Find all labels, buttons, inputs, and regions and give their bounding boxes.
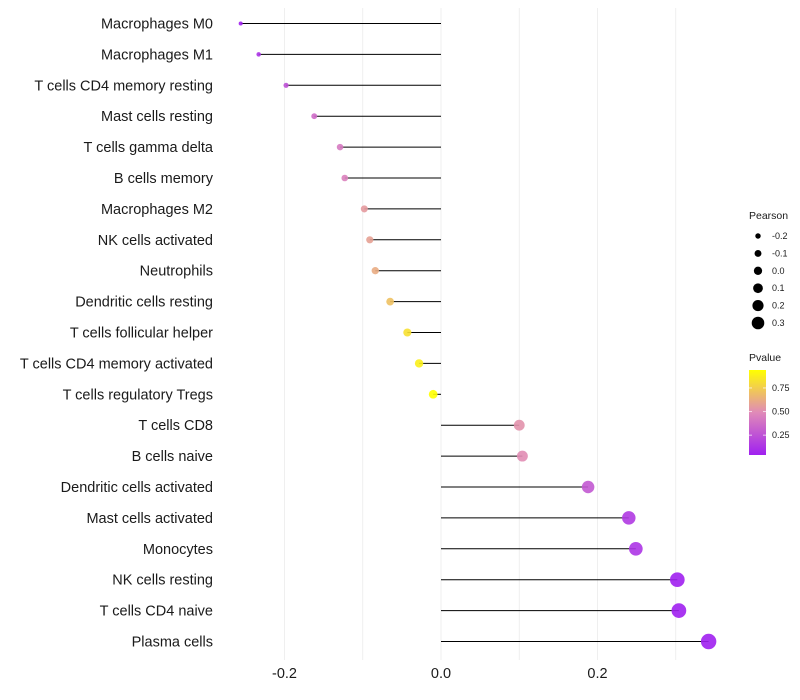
- y-axis-label: Macrophages M2: [101, 202, 213, 218]
- lollipop-point: [283, 82, 289, 88]
- lollipop-point: [371, 267, 379, 275]
- lollipop-point: [622, 511, 636, 525]
- lollipop-point: [256, 52, 261, 57]
- lollipop-point: [629, 541, 643, 556]
- lollipop-point: [366, 236, 374, 244]
- y-axis-label: Dendritic cells resting: [75, 295, 213, 311]
- y-axis-label: NK cells activated: [98, 233, 213, 249]
- lollipop-points: [238, 21, 717, 650]
- y-axis-label: T cells follicular helper: [70, 326, 213, 342]
- lollipop-point: [336, 143, 344, 151]
- y-axis-label: T cells CD4 memory activated: [20, 356, 213, 372]
- y-axis-label: Neutrophils: [140, 264, 213, 280]
- size-legend-label: 0.1: [772, 283, 785, 293]
- color-legend-title: Pvalue: [749, 352, 781, 364]
- size-legend-title: Pearson: [749, 210, 788, 222]
- pvalue-color-legend: Pvalue 0.25 0.50 0.75: [749, 352, 790, 455]
- y-axis-label: T cells gamma delta: [84, 140, 214, 156]
- y-axis-label: Mast cells activated: [86, 511, 213, 527]
- y-axis-label: T cells CD4 naive: [100, 604, 213, 620]
- y-axis-label: T cells CD4 memory resting: [34, 78, 213, 94]
- y-axis-label: Macrophages M1: [101, 47, 213, 63]
- size-legend-key: [755, 233, 761, 239]
- lollipop-segments: [240, 23, 709, 642]
- size-legend-label: 0.3: [772, 318, 785, 328]
- size-legend-key: [754, 249, 762, 257]
- size-legend-label: 0.0: [772, 266, 785, 276]
- y-axis-label: T cells CD8: [138, 418, 213, 434]
- size-legend-key: [753, 266, 763, 275]
- lollipop-point: [671, 603, 687, 618]
- lollipop-point: [341, 174, 349, 182]
- y-axis-label: T cells regulatory Tregs: [63, 387, 213, 403]
- y-axis-label: Mast cells resting: [101, 109, 213, 125]
- lollipop-point: [700, 633, 717, 650]
- lollipop-point: [513, 419, 525, 431]
- y-axis-label: B cells memory: [114, 171, 214, 187]
- y-axis-label: Plasma cells: [132, 635, 213, 651]
- y-axis-labels: Macrophages M0 Macrophages M1 T cells CD4 …: [20, 17, 214, 651]
- lollipop-point: [403, 328, 412, 337]
- size-legend-label: 0.2: [772, 301, 785, 311]
- lollipop-point: [414, 359, 424, 368]
- color-legend-label: 0.25: [772, 430, 790, 440]
- pvalue-colorbar: [749, 370, 766, 455]
- lollipop-point: [516, 450, 528, 462]
- y-axis-label: B cells naive: [132, 449, 213, 465]
- lollipop-point: [581, 480, 595, 494]
- gridlines: [284, 8, 677, 660]
- y-axis-label: Macrophages M0: [101, 17, 213, 33]
- lollipop-point: [311, 113, 318, 120]
- lollipop-point: [386, 297, 394, 306]
- x-axis-ticks: -0.2 0.0 0.2: [272, 666, 608, 682]
- size-legend-key: [751, 316, 765, 330]
- y-axis-label: NK cells resting: [112, 573, 213, 589]
- size-legend-key: [753, 283, 763, 294]
- pearson-size-legend: Pearson -0.2 -0.1 0.0 0.1 0.2 0.3: [749, 210, 788, 330]
- color-legend-label: 0.75: [772, 383, 790, 393]
- size-legend-key: [752, 300, 764, 312]
- x-tick-label: -0.2: [272, 666, 297, 682]
- size-legend-label: -0.2: [772, 231, 788, 241]
- lollipop-point: [669, 572, 685, 588]
- lollipop-point: [428, 389, 438, 399]
- lollipop-point: [238, 21, 243, 26]
- x-tick-label: 0.2: [587, 666, 607, 682]
- y-axis-label: Monocytes: [143, 542, 213, 558]
- color-legend-label: 0.50: [772, 407, 790, 417]
- lollipop-point: [360, 205, 368, 213]
- x-tick-label: 0.0: [431, 666, 451, 682]
- size-legend-label: -0.1: [772, 248, 788, 258]
- y-axis-label: Dendritic cells activated: [61, 480, 213, 496]
